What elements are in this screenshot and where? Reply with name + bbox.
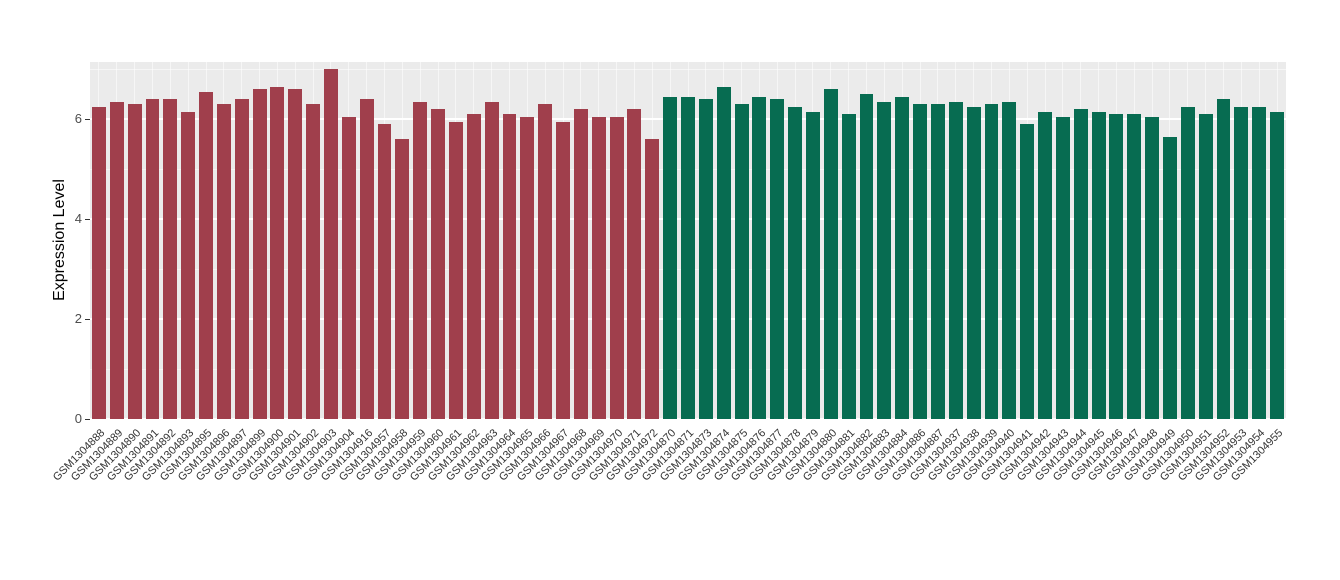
- bar: [216, 104, 231, 419]
- bar: [145, 99, 160, 419]
- bar: [1002, 101, 1017, 419]
- bar: [1234, 106, 1249, 419]
- bar: [1145, 116, 1160, 419]
- bar: [181, 111, 196, 419]
- y-tick-mark: [85, 419, 90, 420]
- bar: [466, 114, 481, 419]
- y-tick-label: 2: [74, 311, 82, 326]
- bar: [1270, 111, 1285, 419]
- bar: [770, 99, 785, 419]
- bar: [681, 96, 695, 419]
- bar: [359, 99, 374, 419]
- bar: [306, 104, 321, 419]
- bar: [573, 109, 588, 419]
- bar: [1073, 109, 1088, 419]
- bar: [627, 109, 642, 419]
- bar: [716, 86, 731, 419]
- bar: [341, 116, 356, 419]
- bar: [1055, 116, 1070, 419]
- bar: [948, 101, 963, 419]
- bar: [591, 116, 606, 419]
- chart-panel: [90, 62, 1286, 420]
- y-tick-label: 4: [74, 211, 82, 226]
- bar: [1216, 99, 1231, 419]
- bar: [199, 91, 213, 419]
- bar: [395, 139, 410, 419]
- bar: [270, 86, 285, 419]
- bar: [556, 121, 570, 419]
- bar: [823, 89, 838, 419]
- bar: [1127, 114, 1142, 419]
- bar: [966, 106, 981, 419]
- bar: [609, 116, 624, 419]
- bar: [252, 89, 267, 419]
- y-axis-title: Expression Level: [51, 179, 68, 301]
- bar: [448, 121, 463, 419]
- bar: [431, 109, 446, 419]
- bar: [1038, 111, 1052, 419]
- bar: [1163, 136, 1177, 419]
- bar: [1091, 111, 1106, 419]
- bar: [734, 104, 749, 419]
- y-tick-label: 6: [74, 111, 82, 126]
- bar: [413, 101, 428, 419]
- bar: [1198, 114, 1213, 419]
- bar: [841, 114, 856, 419]
- bar: [663, 96, 678, 419]
- bar: [1109, 114, 1124, 419]
- bar: [520, 116, 535, 419]
- y-tick-mark: [85, 319, 90, 320]
- bar: [234, 99, 249, 419]
- bar: [484, 101, 499, 419]
- bar: [930, 104, 945, 419]
- bar: [877, 101, 892, 419]
- bar: [1180, 106, 1195, 419]
- bar: [109, 101, 124, 419]
- bar: [895, 96, 910, 419]
- bar: [913, 104, 928, 419]
- bar: [698, 99, 713, 419]
- y-tick-mark: [85, 219, 90, 220]
- y-tick-mark: [85, 119, 90, 120]
- bar: [288, 89, 303, 419]
- bar: [502, 114, 517, 419]
- bar: [538, 104, 553, 419]
- bar: [377, 124, 392, 419]
- bar: [984, 104, 999, 419]
- bar: [1020, 124, 1035, 419]
- bar: [163, 99, 178, 419]
- bar: [91, 106, 106, 419]
- y-tick-label: 0: [74, 411, 82, 426]
- bar: [788, 106, 803, 419]
- bar: [324, 69, 338, 419]
- gridline-major: [90, 418, 1286, 420]
- bar: [805, 111, 820, 419]
- bar: [645, 139, 660, 419]
- bar: [1252, 106, 1267, 419]
- bar: [859, 94, 874, 419]
- bar: [752, 96, 767, 419]
- bar: [127, 104, 142, 419]
